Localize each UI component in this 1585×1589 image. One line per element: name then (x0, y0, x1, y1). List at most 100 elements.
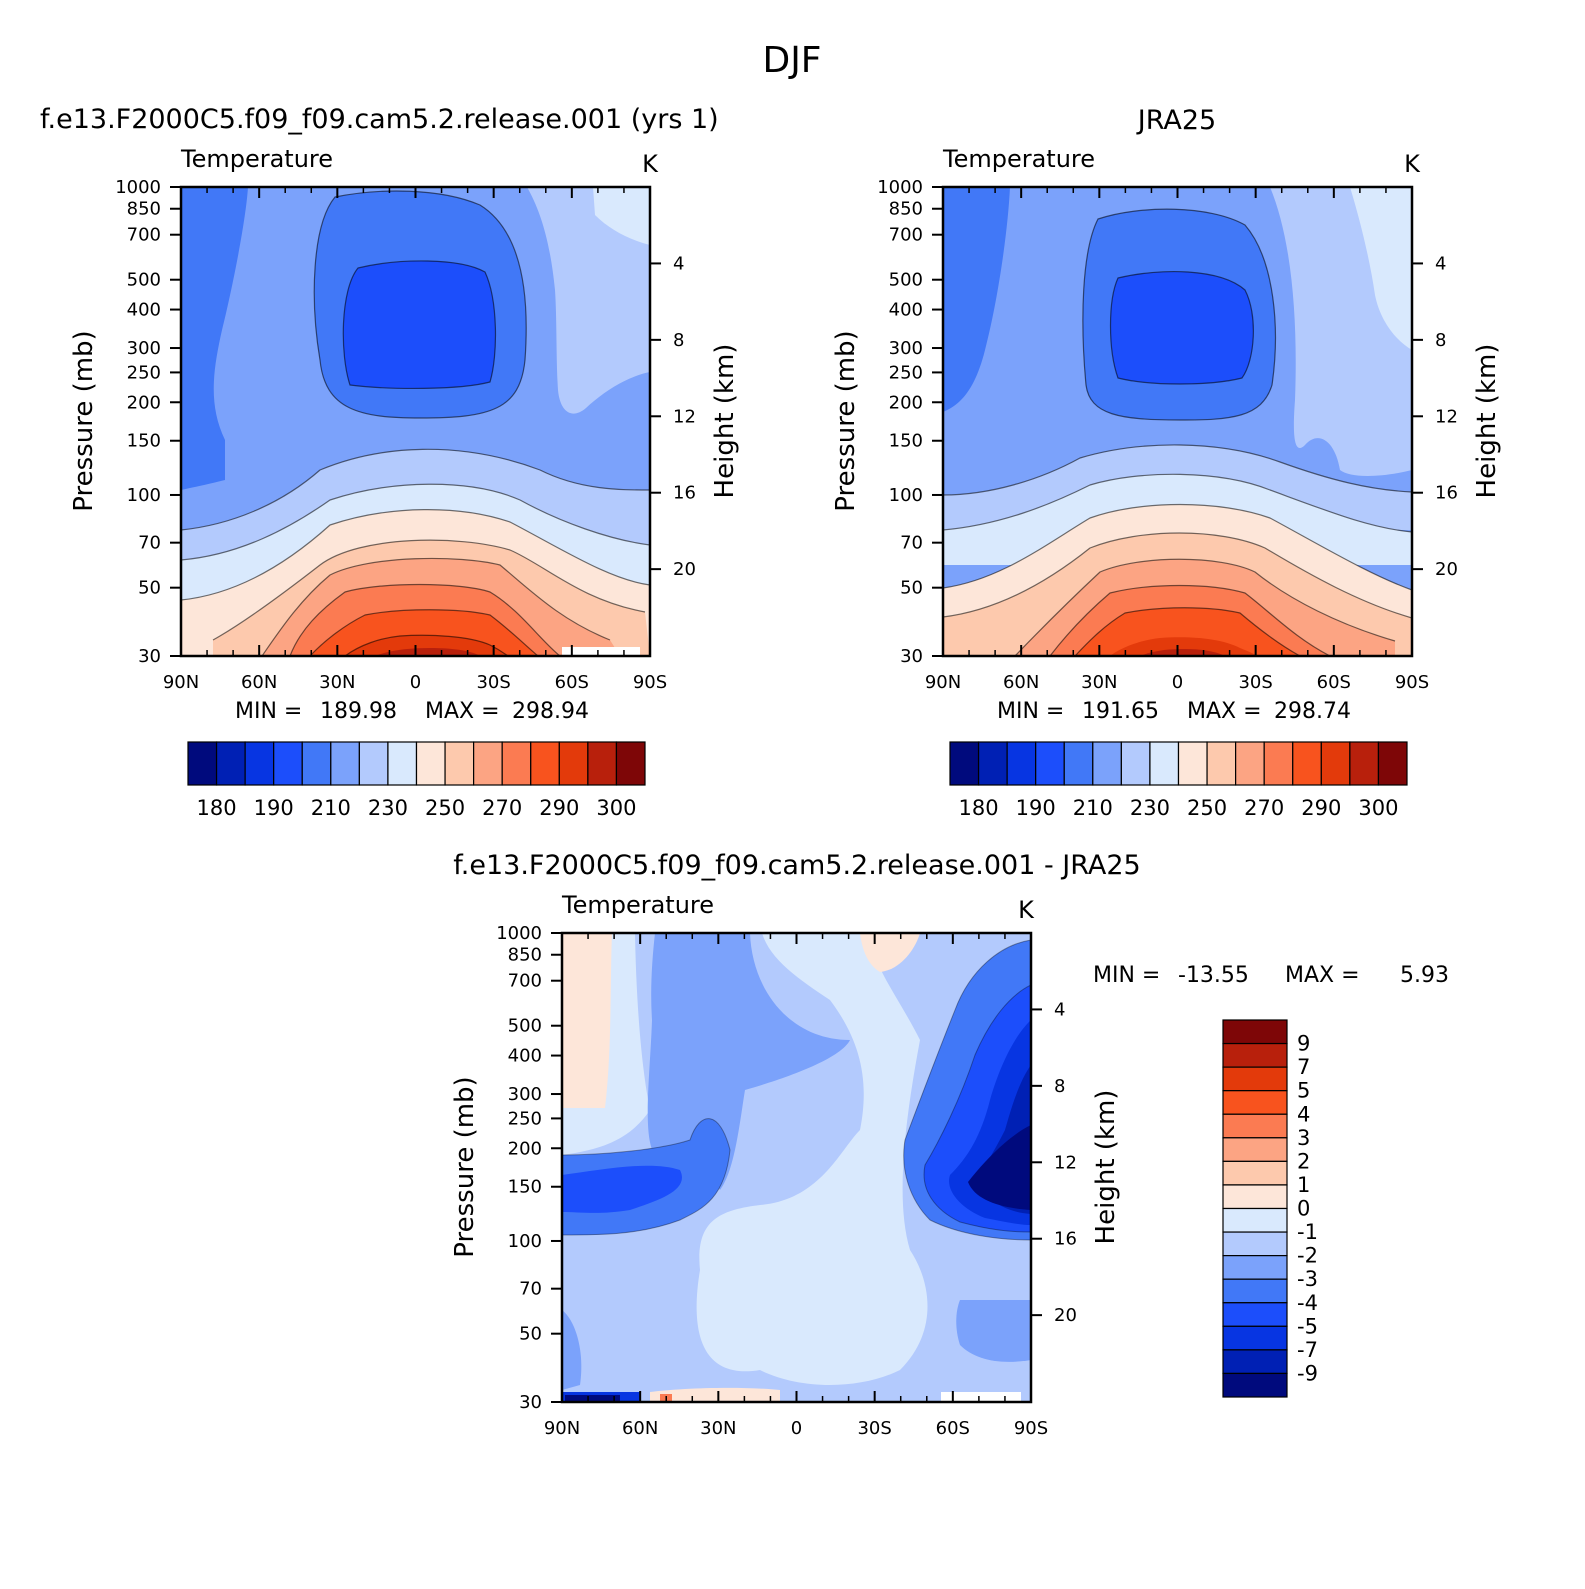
x-tick-label: 30N (319, 672, 355, 693)
contour-band-fill (1350, 187, 1412, 350)
diff-min-value: -13.55 (1178, 963, 1249, 988)
pressure-tick-label: 1000 (877, 177, 923, 198)
pressure-tick-label: 30 (138, 646, 161, 667)
pressure-tick-label: 100 (508, 1231, 542, 1252)
colorbar-swatch (1222, 1325, 1288, 1351)
contour-line (344, 634, 509, 656)
x-tick-label: 60N (1003, 672, 1039, 693)
colorbar-swatch (187, 741, 218, 786)
pressure-tick-label: 1000 (115, 177, 161, 198)
colorbar-label: 3 (1297, 1126, 1310, 1150)
colorbar-swatch (415, 741, 446, 786)
pressure-tick-label: 70 (519, 1279, 542, 1300)
contour-band-fill (562, 933, 612, 1108)
model-units-label: K (642, 150, 659, 178)
diff-y2-axis-label: Height (km) (1091, 1090, 1121, 1245)
contour-band-fill (1110, 637, 1258, 656)
x-tick-label: 60S (1317, 672, 1351, 693)
colorbar-swatch (1222, 1066, 1288, 1092)
pressure-tick-label: 150 (889, 431, 923, 452)
x-tick-label: 0 (410, 672, 421, 693)
pressure-tick-label: 500 (127, 270, 161, 291)
colorbar-label: 190 (1016, 796, 1056, 820)
colorbar-swatch (1120, 741, 1151, 786)
height-tick-label: 8 (1435, 330, 1446, 351)
colorbar-label: 4 (1297, 1102, 1310, 1126)
contour-line (181, 483, 650, 561)
pressure-tick-label: 100 (889, 485, 923, 506)
contour-line (1082, 208, 1276, 421)
pressure-tick-label: 250 (127, 362, 161, 383)
model-max-label: MAX = (425, 699, 500, 724)
contour-band-fill (968, 1125, 1031, 1210)
colorbar-swatch (1006, 741, 1037, 786)
colorbar-label: 250 (425, 796, 465, 820)
pressure-tick-label: 500 (889, 270, 923, 291)
x-tick-label: 60S (936, 1418, 970, 1439)
height-tick-label: 4 (1054, 999, 1065, 1020)
colorbar-swatch (1222, 1137, 1288, 1162)
colorbar-swatch (330, 741, 360, 786)
pressure-tick-label: 1000 (496, 923, 542, 944)
height-tick-label: 8 (1054, 1076, 1065, 1097)
colorbar-label: -2 (1297, 1244, 1318, 1268)
x-tick-label: 90S (1395, 672, 1429, 693)
pressure-tick-label: 400 (127, 300, 161, 321)
colorbar-label: -5 (1297, 1314, 1318, 1338)
pressure-tick-label: 150 (127, 431, 161, 452)
obs-colorbar: 180 190 210 230 250 270 290 300 (949, 741, 1408, 820)
diff-min-label: MIN = (1093, 963, 1160, 988)
height-tick-label: 16 (1435, 483, 1458, 504)
x-tick-label: 60S (555, 672, 589, 693)
colorbar-label: 2 (1297, 1149, 1310, 1173)
obs-units-label: K (1404, 150, 1421, 178)
pressure-tick-label: 30 (519, 1392, 542, 1413)
contour-band-fill (375, 648, 480, 656)
contour-band-fill (650, 1387, 780, 1402)
colorbar-swatch (1222, 1160, 1288, 1186)
contour-band-fill (343, 260, 496, 389)
pressure-tick-label: 300 (508, 1084, 542, 1105)
contour-line (261, 557, 611, 656)
colorbar-swatch (1092, 741, 1122, 786)
x-tick-label: 30S (857, 1418, 891, 1439)
diff-y-axis-label: Pressure (mb) (450, 1076, 480, 1257)
main-title: DJF (762, 40, 821, 81)
colorbar-swatch (1063, 741, 1094, 786)
contour-line (1049, 584, 1331, 656)
model-variable-label: Temperature (180, 145, 333, 173)
colorbar-label: 230 (1130, 796, 1170, 820)
x-tick-label: 0 (791, 1418, 802, 1439)
colorbar-label: 180 (959, 796, 999, 820)
diff-panel: f.e13.F2000C5.f09_f09.cam5.2.release.001… (450, 850, 1449, 1439)
height-tick-label: 20 (673, 559, 696, 580)
colorbar-label: 1 (1297, 1173, 1310, 1197)
colorbar-swatch (1349, 741, 1380, 786)
colorbar-swatch (473, 741, 503, 786)
colorbar-swatch (1292, 741, 1322, 786)
model-min-label: MIN = (235, 699, 302, 724)
colorbar-swatch (1222, 1372, 1288, 1398)
contour-lines (943, 208, 1412, 656)
height-tick-label: 16 (1054, 1229, 1077, 1250)
pressure-tick-label: 50 (900, 578, 923, 599)
colorbar-swatch (1035, 741, 1065, 786)
diff-units-label: K (1018, 896, 1035, 924)
contour-band-fill (593, 187, 650, 245)
diff-max-value: 5.93 (1400, 963, 1449, 988)
obs-axes: 90N 60N 30N 0 30S 60S 90S 30 50 70 100 150 200 250 300… (877, 177, 1458, 693)
height-tick-label: 20 (1435, 559, 1458, 580)
colorbar-swatch (1222, 1113, 1288, 1139)
colorbar-swatch (1222, 1231, 1288, 1257)
pressure-tick-label: 100 (127, 485, 161, 506)
colorbar-swatch (1177, 741, 1208, 786)
obs-panel: JRA25 Temperature K (831, 105, 1502, 820)
pressure-tick-label: 400 (889, 300, 923, 321)
colorbar-swatch (387, 741, 418, 786)
pressure-tick-label: 200 (508, 1138, 542, 1159)
contour-line (562, 1118, 731, 1236)
x-tick-label: 0 (1172, 672, 1183, 693)
obs-title: JRA25 (1136, 105, 1216, 136)
contour-line (943, 503, 1412, 591)
pressure-tick-label: 50 (519, 1324, 542, 1345)
